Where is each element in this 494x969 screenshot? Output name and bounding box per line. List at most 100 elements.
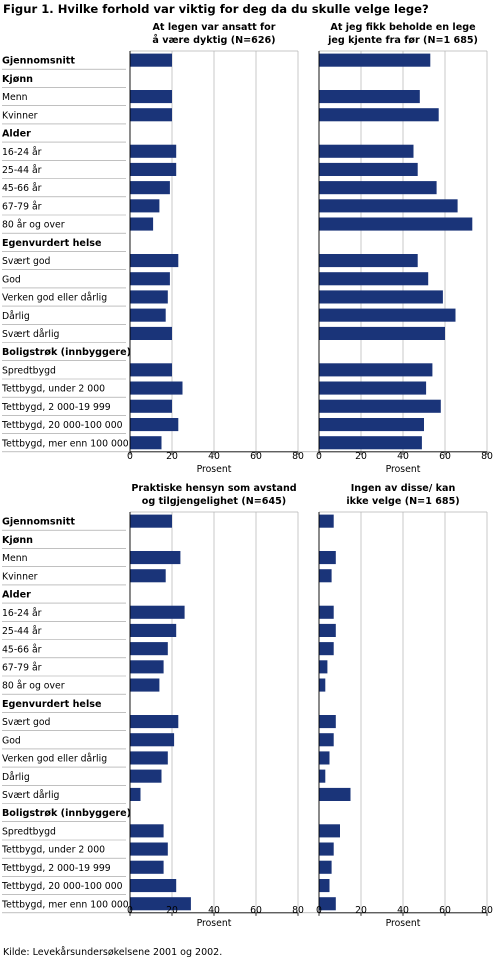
bar bbox=[319, 217, 473, 231]
panel-title: å være dyktig (N=626) bbox=[152, 33, 275, 46]
bar bbox=[319, 879, 330, 893]
x-tick-label: 40 bbox=[397, 905, 409, 916]
bar bbox=[130, 363, 172, 377]
panel-title: Praktiske hensyn som avstand bbox=[131, 483, 296, 494]
bar bbox=[130, 199, 160, 213]
x-tick-label: 20 bbox=[355, 451, 367, 462]
bar bbox=[319, 769, 326, 783]
row-label: 16-24 år bbox=[2, 608, 42, 619]
chart-panel-4: Ingen av disse/ kan ikke velge (N=1 685) 0… bbox=[316, 483, 493, 929]
x-tick-label: 20 bbox=[166, 905, 178, 916]
bar bbox=[319, 144, 414, 158]
row-label: Kvinner bbox=[2, 571, 38, 582]
bar bbox=[130, 660, 164, 674]
row-label: Kvinner bbox=[2, 110, 38, 121]
row-label: Tettbygd, mer enn 100 000 bbox=[1, 899, 129, 910]
bar bbox=[319, 678, 326, 692]
x-tick-label: 40 bbox=[397, 451, 409, 462]
x-tick-label: 60 bbox=[250, 451, 262, 462]
bar bbox=[130, 623, 177, 637]
bar bbox=[130, 418, 179, 432]
row-label: Menn bbox=[2, 553, 28, 564]
bar bbox=[130, 605, 185, 619]
bar bbox=[130, 715, 179, 729]
bar bbox=[319, 290, 443, 304]
x-tick-label: 20 bbox=[166, 451, 178, 462]
bar bbox=[319, 733, 334, 747]
x-tick-label: 80 bbox=[292, 451, 304, 462]
bar bbox=[319, 308, 456, 322]
bar bbox=[319, 162, 418, 176]
bar bbox=[130, 108, 172, 122]
bar bbox=[130, 290, 168, 304]
row-label: Dårlig bbox=[2, 772, 30, 783]
bar bbox=[130, 53, 172, 67]
bar bbox=[319, 787, 351, 801]
bar bbox=[319, 660, 328, 674]
bar bbox=[319, 254, 418, 268]
bar bbox=[319, 272, 429, 286]
x-axis-title: Prosent bbox=[386, 918, 421, 929]
bar bbox=[130, 144, 177, 158]
bar bbox=[130, 399, 172, 413]
row-label: God bbox=[2, 735, 21, 746]
panel-title: At legen var ansatt for bbox=[153, 22, 276, 33]
bar bbox=[319, 551, 336, 565]
group-header-label: Boligstrøk (innbyggere) bbox=[2, 808, 131, 819]
group-header-label: Kjønn bbox=[2, 535, 33, 546]
bar bbox=[319, 326, 445, 340]
group-header-label: Kjønn bbox=[2, 74, 33, 85]
row-label: Tettbygd, 2 000-19 999 bbox=[1, 402, 111, 413]
bar bbox=[130, 569, 166, 583]
bar bbox=[319, 514, 334, 528]
bar bbox=[319, 181, 437, 195]
group-header-label: Gjennomsnitt bbox=[2, 517, 75, 528]
bar bbox=[130, 642, 168, 656]
x-tick-label: 60 bbox=[250, 905, 262, 916]
row-label: 67-79 år bbox=[2, 202, 42, 213]
bar bbox=[319, 824, 340, 838]
bar bbox=[319, 842, 334, 856]
panel-title: og tilgjengelighet (N=645) bbox=[142, 496, 286, 507]
x-tick-label: 0 bbox=[127, 905, 133, 916]
bar bbox=[130, 897, 191, 911]
bar bbox=[319, 860, 332, 874]
bar bbox=[319, 199, 458, 213]
bar bbox=[130, 381, 183, 395]
bar bbox=[130, 551, 181, 565]
bar bbox=[319, 381, 427, 395]
chart-block-2: Gjennomsnitt Kjønn Menn Kvinner Alder 16-24 å… bbox=[1, 483, 493, 929]
bar bbox=[130, 254, 179, 268]
row-label: 25-44 år bbox=[2, 626, 42, 637]
bar bbox=[130, 217, 154, 231]
bar bbox=[130, 769, 162, 783]
x-tick-label: 40 bbox=[208, 905, 220, 916]
row-label: Dårlig bbox=[2, 311, 30, 322]
group-header-label: Egenvurdert helse bbox=[2, 238, 102, 249]
panel-title: At jeg fikk beholde en lege bbox=[330, 22, 476, 33]
row-label: 45-66 år bbox=[2, 183, 42, 194]
panel-title: Ingen av disse/ kan bbox=[351, 483, 456, 494]
x-tick-label: 0 bbox=[316, 905, 322, 916]
chart-panel-2: At jeg fikk beholde en lege jeg kjente fr… bbox=[316, 22, 493, 475]
bar bbox=[130, 308, 166, 322]
row-label: Tettbygd, 2 000-19 999 bbox=[1, 863, 111, 874]
bar bbox=[319, 605, 334, 619]
row-label: 45-66 år bbox=[2, 644, 42, 655]
bar bbox=[130, 272, 170, 286]
bar bbox=[130, 90, 172, 104]
row-label: Tettbygd, 20 000-100 000 bbox=[1, 881, 123, 892]
x-axis-title: Prosent bbox=[197, 464, 232, 475]
chart-panel-3: Praktiske hensyn som avstand og tilgjenge… bbox=[127, 483, 304, 929]
group-header-label: Egenvurdert helse bbox=[2, 699, 102, 710]
group-header-label: Alder bbox=[2, 129, 31, 140]
bar bbox=[319, 108, 439, 122]
row-label: Svært dårlig bbox=[2, 329, 60, 340]
row-label: Verken god eller dårlig bbox=[2, 754, 107, 765]
bar bbox=[130, 842, 168, 856]
source-note: Kilde: Levekårsundersøkelsene 2001 og 20… bbox=[3, 947, 223, 958]
row-label: 67-79 år bbox=[2, 663, 42, 674]
row-label: 16-24 år bbox=[2, 147, 42, 158]
bar bbox=[319, 715, 336, 729]
